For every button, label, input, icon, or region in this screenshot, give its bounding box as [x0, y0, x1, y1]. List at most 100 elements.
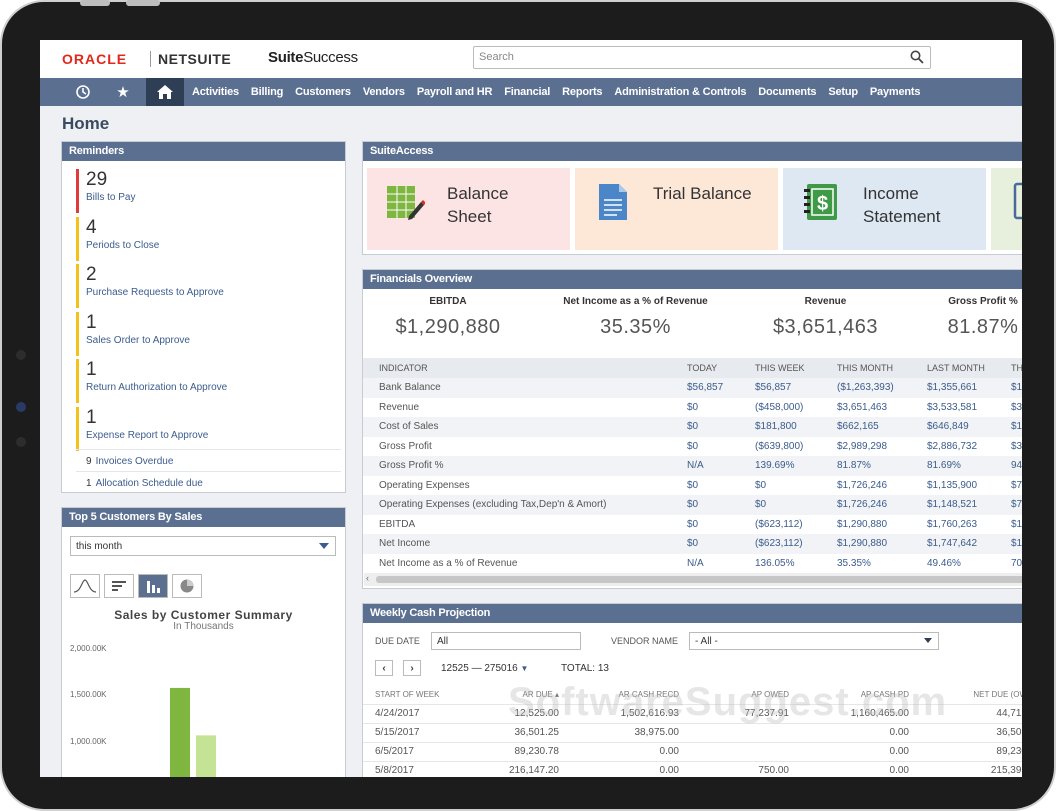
kpi-value: 35.35% [600, 316, 671, 338]
row-label: Revenue [379, 401, 420, 413]
star-icon[interactable]: ★ [116, 84, 130, 101]
due-date-input[interactable]: All [431, 632, 581, 650]
column-header[interactable]: AP CASH PD [805, 686, 925, 704]
nav-financial[interactable]: Financial [504, 86, 551, 98]
reminder-item[interactable]: 4 Periods to Close [76, 217, 326, 261]
column-header[interactable]: AR CASH RECD [575, 686, 695, 704]
reminder-label[interactable]: Purchase Requests to Approve [86, 287, 224, 298]
cell-value: $0 [687, 518, 699, 530]
table-row[interactable]: Net Income $0 ($623,112) $1,290,880 $1,747,6… [363, 534, 1022, 554]
table-row[interactable]: EBITDA $0 ($623,112) $1,290,880 $1,760,263 $1 [363, 515, 1022, 535]
nav-documents[interactable]: Documents [758, 86, 817, 98]
reminder-item[interactable]: 1 Return Authorization to Approve [76, 359, 326, 403]
reminder-label[interactable]: Sales Order to Approve [86, 335, 190, 346]
weekly-cash-portlet: Weekly Cash Projection DUE DATE All VEND… [362, 603, 1022, 777]
pie-chart-icon[interactable] [172, 574, 202, 598]
column-header[interactable]: INDICATOR [363, 358, 671, 378]
cell-value: 81.87% [821, 456, 911, 476]
kpi-label: Revenue [804, 296, 847, 307]
reminder-item[interactable]: 1 Sales Order to Approve [76, 312, 326, 356]
spreadsheet-icon [387, 186, 425, 220]
table-row[interactable]: Operating Expenses $0 $0 $1,726,246 $1,135,9… [363, 476, 1022, 496]
table-row[interactable]: 4/24/2017 12,525.00 1,502,616.93 77,237.91 1… [363, 703, 1022, 723]
line-chart-icon[interactable] [70, 574, 100, 598]
column-header[interactable]: TH [995, 358, 1022, 378]
column-header[interactable]: TODAY [671, 358, 739, 378]
nav-payments[interactable]: Payments [869, 86, 921, 98]
income-statement-tile[interactable]: $ Income Statement [783, 168, 986, 250]
column-header[interactable]: AP OWED [695, 686, 805, 704]
search-icon[interactable] [910, 50, 924, 64]
top-bar: ORACLE NETSUITE SuiteSuccess Search [40, 40, 1022, 78]
table-row[interactable]: Operating Expenses (excluding Tax,Dep'n … [363, 495, 1022, 515]
table-row[interactable]: Net Income as a % of Revenue N/A 136.05% 35… [363, 554, 1022, 574]
y-tick-label: 1,000.00K [70, 737, 107, 746]
nav-vendors[interactable]: Vendors [362, 86, 405, 98]
nav-administration[interactable]: Administration & Controls [614, 86, 747, 98]
cell-value: 89,230 [925, 741, 1022, 761]
table-row[interactable]: Gross Profit $0 ($639,800) $2,989,298 $2,886… [363, 437, 1022, 457]
cell-value: $1,760,263 [927, 518, 978, 530]
column-header[interactable]: THIS MONTH [821, 358, 911, 378]
column-header[interactable]: LAST MONTH [911, 358, 995, 378]
vendor-name-label: VENDOR NAME [611, 636, 679, 646]
scroll-left-icon[interactable]: ‹ [366, 573, 369, 583]
reminder-label[interactable]: Return Authorization to Approve [86, 382, 228, 393]
row-label: Bank Balance [363, 378, 671, 398]
cell-value: 0.00 [575, 741, 695, 761]
nav-billing[interactable]: Billing [250, 86, 284, 98]
table-row[interactable]: Cost of Sales $0 $181,800 $662,165 $646,849 $… [363, 417, 1022, 437]
column-header[interactable]: NET DUE (OW [925, 686, 1022, 704]
reminder-label[interactable]: Invoices Overdue [95, 456, 174, 467]
reminder-count: 2 [86, 264, 97, 285]
page-range-select[interactable]: 12525 — 275016 ▼ [441, 663, 529, 674]
reminder-small-item[interactable]: 9 Invoices Overdue [76, 449, 341, 470]
home-icon[interactable] [146, 78, 184, 106]
reminder-label[interactable]: Bills to Pay [86, 192, 136, 203]
period-select[interactable]: this month [70, 536, 336, 556]
nav-setup[interactable]: Setup [828, 86, 858, 98]
dollar-ledger-icon: $ [804, 184, 837, 220]
nav-reports[interactable]: Reports [562, 86, 603, 98]
cell-value: 12,525.00 [483, 703, 575, 723]
prev-page-button[interactable]: ‹ [375, 660, 393, 676]
scrollbar-thumb[interactable] [376, 576, 1022, 583]
total-count: TOTAL: 13 [561, 663, 609, 674]
nav-payroll-hr[interactable]: Payroll and HR [416, 86, 493, 98]
horizontal-scrollbar[interactable]: ‹ [364, 573, 1022, 586]
reminder-item[interactable]: 1 Expense Report to Approve [76, 407, 326, 451]
balance-sheet-tile[interactable]: Balance Sheet [367, 168, 570, 250]
reminder-item[interactable]: 29 Bills to Pay [76, 169, 326, 213]
cell-value [695, 741, 805, 761]
chevron-down-icon [319, 543, 329, 549]
nav-customers[interactable]: Customers [295, 86, 351, 98]
reminder-label[interactable]: Allocation Schedule due [95, 478, 203, 489]
horizontal-bar-chart-icon[interactable] [104, 574, 134, 598]
table-row[interactable]: Bank Balance $56,857 $56,857 ($1,263,393) $1… [363, 378, 1022, 398]
nav-activities[interactable]: Activities [192, 86, 239, 98]
column-header[interactable]: THIS WEEK [739, 358, 821, 378]
search-placeholder: Search [479, 51, 514, 63]
more-tile[interactable] [991, 168, 1022, 250]
chart-subtitle: In Thousands [173, 621, 234, 632]
reminder-count: 1 [86, 407, 97, 428]
vendor-name-select[interactable]: - All - [689, 632, 939, 650]
trial-balance-tile[interactable]: Trial Balance [575, 168, 778, 250]
table-row[interactable]: Revenue $0 ($458,000) $3,651,463 $3,533,581 $… [363, 398, 1022, 418]
table-row[interactable]: Gross Profit % N/A 139.69% 81.87% 81.69% 94 [363, 456, 1022, 476]
reminder-small-item[interactable]: 1 Allocation Schedule due [76, 471, 341, 492]
reminder-item[interactable]: 2 Purchase Requests to Approve [76, 264, 326, 308]
search-input[interactable]: Search [473, 46, 931, 69]
column-header[interactable]: AR DUE ▴ [483, 686, 575, 704]
reminder-label[interactable]: Periods to Close [86, 240, 160, 251]
history-icon[interactable] [64, 78, 102, 106]
next-page-button[interactable]: › [403, 660, 421, 676]
reminder-label[interactable]: Expense Report to Approve [86, 430, 209, 441]
row-label: Net Income [363, 534, 671, 554]
cell-value: $0 [739, 495, 821, 515]
column-chart-icon[interactable] [138, 574, 168, 598]
column-header[interactable]: START OF WEEK [363, 686, 483, 704]
